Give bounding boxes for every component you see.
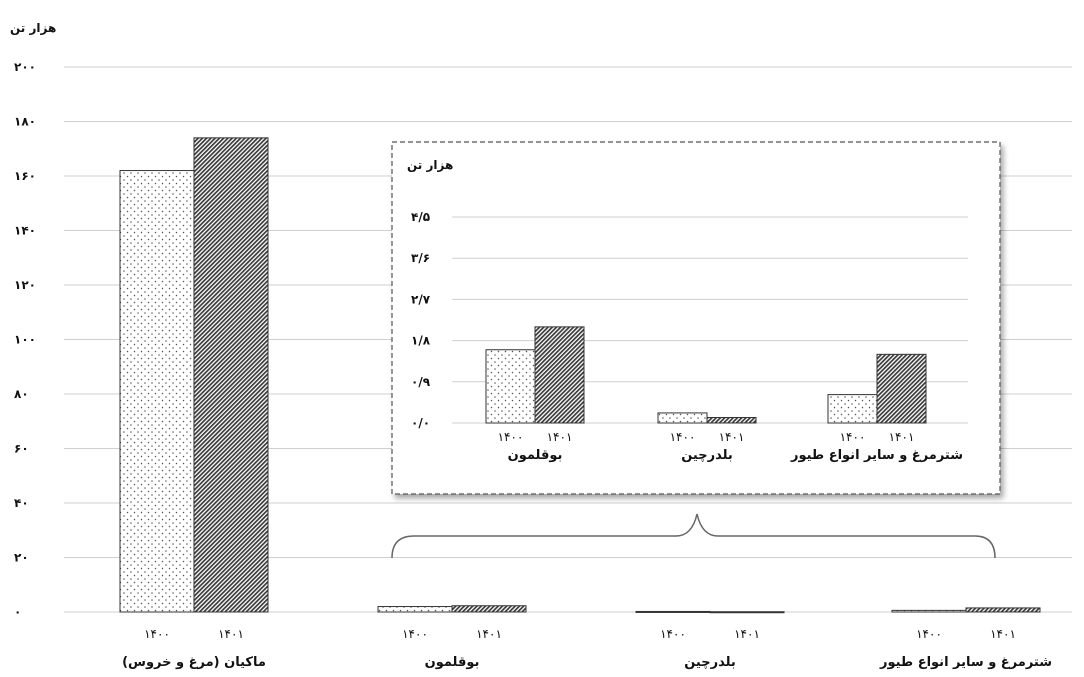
inset-bar [827, 394, 878, 424]
main-year-label: ۱۴۰۱ [990, 627, 1016, 641]
inset-frame [391, 141, 1001, 495]
inset-category-labels: بوقلمون بلدرچین شترمرغ و سایر انواع طیور [508, 448, 963, 463]
main-y-tick-label: ۱۰۰ [14, 333, 36, 347]
main-year-label: ۱۴۰۰ [144, 627, 170, 641]
inset-bar [534, 326, 585, 424]
main-bar [119, 170, 195, 613]
inset-category-label: بلدرچین [681, 448, 733, 463]
main-y-tick-label: ۲۰ [14, 551, 29, 565]
main-year-label: ۱۴۰۰ [916, 627, 942, 641]
main-year-label: ۱۴۰۰ [660, 627, 686, 641]
main-y-tick-label: ۱۶۰ [14, 169, 36, 183]
inset-bar [657, 412, 708, 424]
main-y-tick-label: ۱۲۰ [14, 278, 36, 292]
main-y-tick-label: ۶۰ [14, 442, 29, 456]
inset-category-label: شترمرغ و سایر انواع طیور [790, 448, 963, 463]
inset-y-tick-label: ۲/۷ [411, 292, 431, 306]
inset-y-tick-label: ۰/۹ [411, 375, 431, 389]
main-y-tick-label: ۱۸۰ [14, 115, 36, 129]
inset-year-label: ۱۴۰۱ [889, 430, 915, 444]
main-year-label: ۱۴۰۱ [734, 627, 760, 641]
inset-year-label: ۱۴۰۰ [840, 430, 866, 444]
main-bar [891, 609, 967, 613]
main-category-label: ماکیان (مرغ و خروس) [122, 655, 266, 670]
main-bar [635, 610, 711, 613]
inset-year-label: ۱۴۰۰ [498, 430, 524, 444]
main-y-tick-labels: ۰ ۲۰ ۴۰ ۶۰ ۸۰ ۱۰۰ ۱۲۰ ۱۴۰ ۱۶۰ ۱۸۰ ۲۰۰ [14, 60, 36, 619]
main-year-label: ۱۴۰۱ [218, 627, 244, 641]
main-bar [451, 605, 527, 613]
inset-bar [876, 353, 927, 424]
main-y-tick-label: ۲۰۰ [14, 60, 36, 74]
inset-y-axis-label: هزار تن [407, 158, 453, 172]
main-bar [709, 611, 785, 614]
main-y-tick-label: ۰ [14, 605, 21, 619]
inset-y-tick-label: ۴/۵ [411, 210, 430, 224]
main-year-label: ۱۴۰۱ [476, 627, 502, 641]
inset-bars [485, 326, 927, 424]
main-y-tick-label: ۱۴۰ [14, 224, 36, 238]
main-category-label: بلدرچین [684, 655, 736, 670]
inset-y-tick-label: ۳/۶ [411, 251, 430, 265]
inset-brace [391, 513, 996, 559]
inset-year-label: ۱۴۰۱ [547, 430, 573, 444]
inset-chart: هزار تن ۰/۰۰/۹۱/۸۲/۷۳/۶۴/۵ ۱۴۰۰ ۱۴۰۱ ۱۴۰۰ ۱… [391, 141, 1001, 495]
main-category-label: بوقلمون [425, 655, 480, 670]
inset-year-labels: ۱۴۰۰ ۱۴۰۱ ۱۴۰۰ ۱۴۰۱ ۱۴۰۰ ۱۴۰۱ [498, 430, 915, 444]
main-y-tick-label: ۸۰ [14, 387, 29, 401]
main-bars [119, 137, 1041, 614]
main-bar [193, 137, 269, 613]
inset-year-label: ۱۴۰۰ [670, 430, 696, 444]
inset-bar [706, 417, 757, 424]
main-bar [377, 606, 453, 613]
main-category-label: شترمرغ و سایر انواع طیور [879, 655, 1052, 670]
inset-bar [485, 349, 536, 424]
inset-category-label: بوقلمون [508, 448, 563, 463]
inset-y-tick-label: ۰/۰ [411, 416, 430, 430]
main-year-label: ۱۴۰۰ [402, 627, 428, 641]
main-category-labels: ماکیان (مرغ و خروس) بوقلمون بلدرچین شترمرغ … [122, 655, 1052, 670]
main-bar [965, 607, 1041, 613]
inset-y-tick-label: ۱/۸ [411, 334, 431, 348]
main-y-axis-label: هزار تن [10, 21, 56, 35]
main-y-tick-label: ۴۰ [14, 496, 29, 510]
main-year-labels: ۱۴۰۰ ۱۴۰۱ ۱۴۰۰ ۱۴۰۱ ۱۴۰۰ ۱۴۰۱ ۱۴۰۰ ۱۴۰۱ [144, 627, 1016, 641]
inset-y-tick-labels: ۰/۰ ۰/۹ ۱/۸ ۲/۷ ۳/۶ ۴/۵ [411, 210, 431, 430]
inset-year-label: ۱۴۰۱ [719, 430, 745, 444]
